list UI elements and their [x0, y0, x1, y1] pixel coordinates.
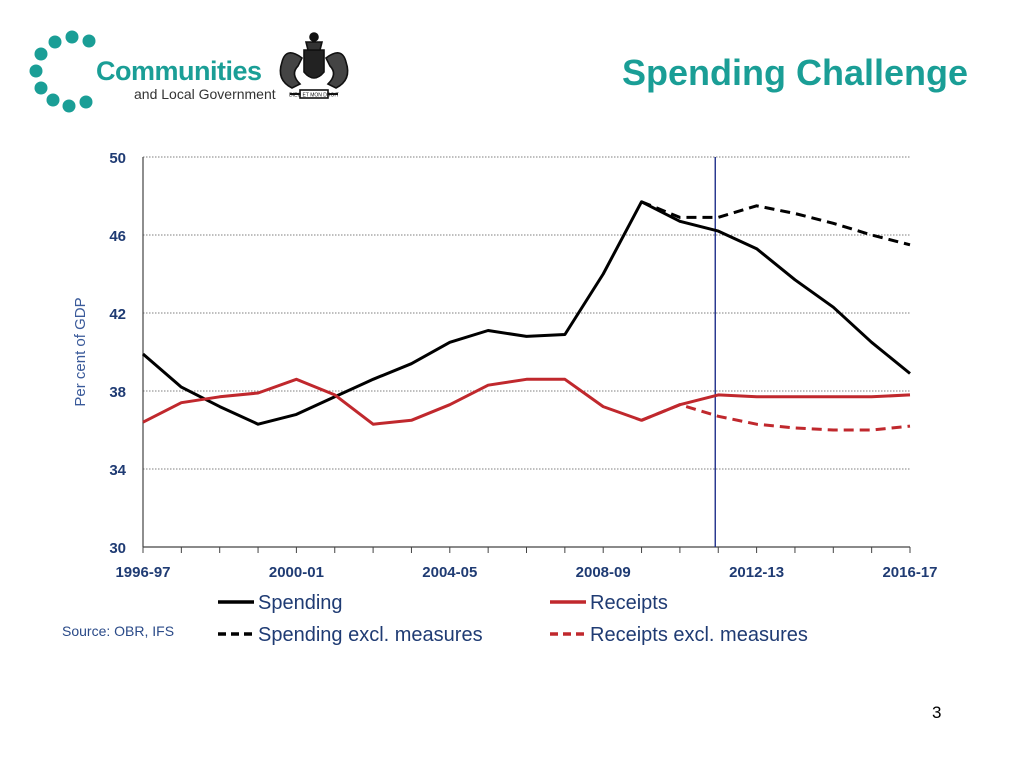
y-tick-label: 38 [109, 384, 126, 401]
x-tick-label: 1996-97 [115, 564, 170, 581]
dots-ring-icon [29, 30, 96, 113]
communities-logo: Communities and Local Government [28, 28, 368, 118]
series-line-receipts [142, 377, 911, 426]
logo-name-line2: and Local Government [134, 86, 276, 102]
series-line-spending-excl-measures [640, 200, 911, 247]
series-line-spending [142, 200, 911, 426]
source-note: Source: OBR, IFS [62, 623, 175, 639]
y-tick-label: 42 [109, 306, 126, 323]
series-line-receipts-excl-measures [640, 403, 911, 432]
y-tick-label: 50 [109, 150, 126, 167]
legend-label-spending: Spending [258, 592, 343, 614]
svg-text:DIEU ET MON DROIT: DIEU ET MON DROIT [289, 93, 339, 99]
line-chart: 30 34 38 42 46 50 1996-97 2000-01 2004-05 2008-09… [72, 150, 938, 646]
page-title: Spending Challenge [621, 52, 968, 93]
x-tick-label: 2012-13 [729, 564, 784, 581]
x-tick-label: 2016-17 [882, 564, 937, 581]
legend-label-receipts: Receipts [590, 592, 668, 614]
logo-name-line1: Communities [96, 56, 262, 86]
y-tick-label: 34 [109, 462, 126, 479]
royal-coat-of-arms-icon: DIEU ET MON DROIT [279, 32, 349, 99]
y-axis-label: Per cent of GDP [72, 297, 89, 406]
y-tick-label: 30 [109, 540, 126, 557]
x-tick-label: 2004-05 [422, 564, 477, 581]
x-tick-label: 2008-09 [576, 564, 631, 581]
page-number: 3 [932, 703, 942, 722]
y-tick-label: 46 [109, 228, 126, 245]
legend-label-receipts-excl-measures: Receipts excl. measures [590, 624, 808, 646]
legend-label-spending-excl-measures: Spending excl. measures [258, 624, 483, 646]
x-tick-label: 2000-01 [269, 564, 324, 581]
